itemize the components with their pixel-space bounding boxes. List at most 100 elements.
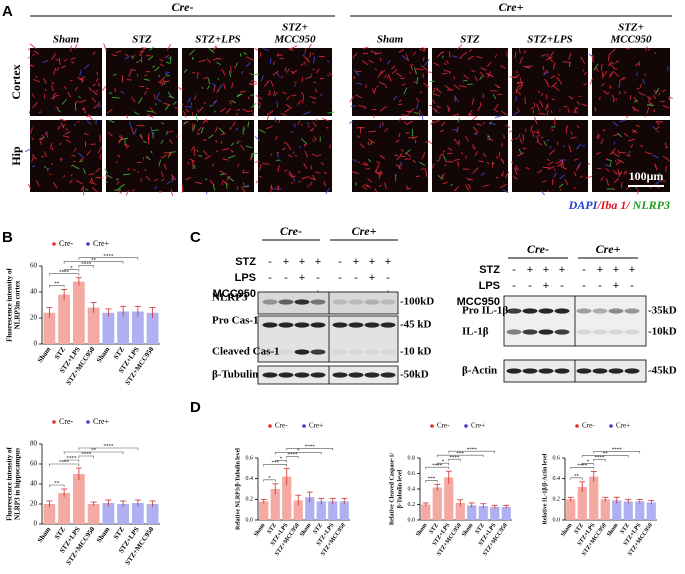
cell-process: [632, 176, 636, 180]
cell-process: [322, 117, 329, 122]
column-label: Sham: [377, 34, 404, 46]
cell-process: [378, 171, 382, 179]
cell-process: [456, 44, 463, 50]
cell-process: [617, 168, 620, 176]
cell-process: [124, 53, 130, 57]
cell-process: [354, 94, 363, 99]
treatment-sign: +: [369, 256, 375, 268]
cell-process: [653, 90, 659, 93]
bar: [421, 504, 431, 520]
cell-process: [300, 123, 303, 126]
cell-process: [262, 162, 270, 165]
significance-label: **: [91, 258, 97, 263]
treatment-sign: +: [543, 264, 549, 276]
treatment-sign: +: [369, 272, 375, 284]
cell-process: [164, 54, 170, 59]
cell-process: [439, 155, 441, 161]
cell-process: [250, 80, 257, 83]
cell-process: [91, 97, 97, 103]
cell-process: [283, 141, 288, 144]
cell-process: [246, 110, 254, 113]
blot-band: [262, 299, 278, 305]
cell-process: [32, 165, 36, 168]
y-axis-label: NLRP3in cortex: [14, 280, 22, 329]
cell-process: [654, 163, 657, 168]
cell-process: [419, 161, 426, 166]
cell-process: [500, 64, 506, 69]
significance-label: ***: [272, 461, 280, 466]
bar: [58, 493, 71, 524]
blot-band: [332, 372, 348, 378]
cell-process: [374, 187, 378, 192]
treatment-sign: +: [299, 272, 305, 284]
cell-process: [115, 50, 122, 54]
cell-process: [126, 78, 132, 81]
cell-process: [552, 85, 560, 91]
blot-band: [554, 329, 570, 335]
cell-process: [614, 72, 620, 77]
blot-label: β-Actin: [462, 365, 497, 377]
cell-process: [235, 62, 238, 67]
cell-process: [533, 102, 536, 107]
blot-label: IL-1β: [462, 326, 489, 338]
legend-label: Cre-: [582, 422, 595, 430]
cell-process: [515, 168, 520, 171]
cell-process: [453, 138, 459, 145]
micrograph: [254, 117, 332, 194]
cell-process: [457, 117, 461, 123]
cell-process: [309, 95, 317, 100]
blot-band: [278, 372, 294, 378]
cell-process: [108, 131, 113, 137]
treatment-sign: +: [559, 264, 565, 276]
column-label: STZ+LPS: [527, 34, 572, 46]
cell-process: [77, 152, 84, 158]
cell-process: [510, 138, 514, 142]
cell-process: [190, 145, 195, 151]
cell-process: [355, 70, 362, 73]
cell-process: [246, 56, 254, 61]
cell-process: [626, 154, 631, 157]
cell-process: [647, 95, 651, 101]
cell-process: [623, 91, 627, 94]
bar: [612, 500, 622, 520]
cell-process: [474, 76, 478, 82]
cell-process: [403, 121, 409, 126]
cell-process: [457, 161, 460, 167]
cell-process: [407, 187, 412, 190]
cell-process: [626, 115, 628, 119]
x-tick-label: STZ: [475, 522, 486, 535]
cell-process: [153, 94, 156, 100]
bar: [467, 505, 477, 520]
cell-process: [439, 129, 444, 133]
cell-process: [549, 145, 552, 149]
cell-process: [145, 175, 151, 181]
y-axis-label: NLRP3 in hippocampus: [14, 448, 22, 520]
cell-process: [143, 78, 150, 81]
cell-process: [268, 89, 272, 96]
cell-process: [115, 178, 120, 181]
cell-process: [609, 84, 612, 90]
cell-process: [583, 71, 588, 76]
cell-process: [86, 120, 92, 125]
cell-process: [551, 98, 556, 101]
cell-process: [380, 154, 382, 158]
cell-process: [524, 97, 527, 105]
cell-process: [593, 63, 599, 71]
cell-process: [484, 184, 490, 187]
blot: [257, 365, 399, 385]
cell-process: [158, 159, 162, 167]
cell-process: [612, 169, 617, 174]
cell-process: [398, 163, 401, 170]
cell-process: [276, 52, 280, 56]
cell-process: [652, 125, 657, 131]
legend-label: Cre+: [471, 422, 485, 430]
cell-process: [463, 74, 470, 80]
cell-process: [92, 83, 96, 87]
cell-process: [79, 99, 87, 104]
cell-process: [536, 170, 543, 174]
cell-process: [652, 154, 659, 159]
treatment-sign: -: [354, 272, 358, 284]
cell-process: [51, 53, 57, 60]
bar: [305, 497, 315, 520]
blot-size: -35kD: [648, 305, 677, 317]
